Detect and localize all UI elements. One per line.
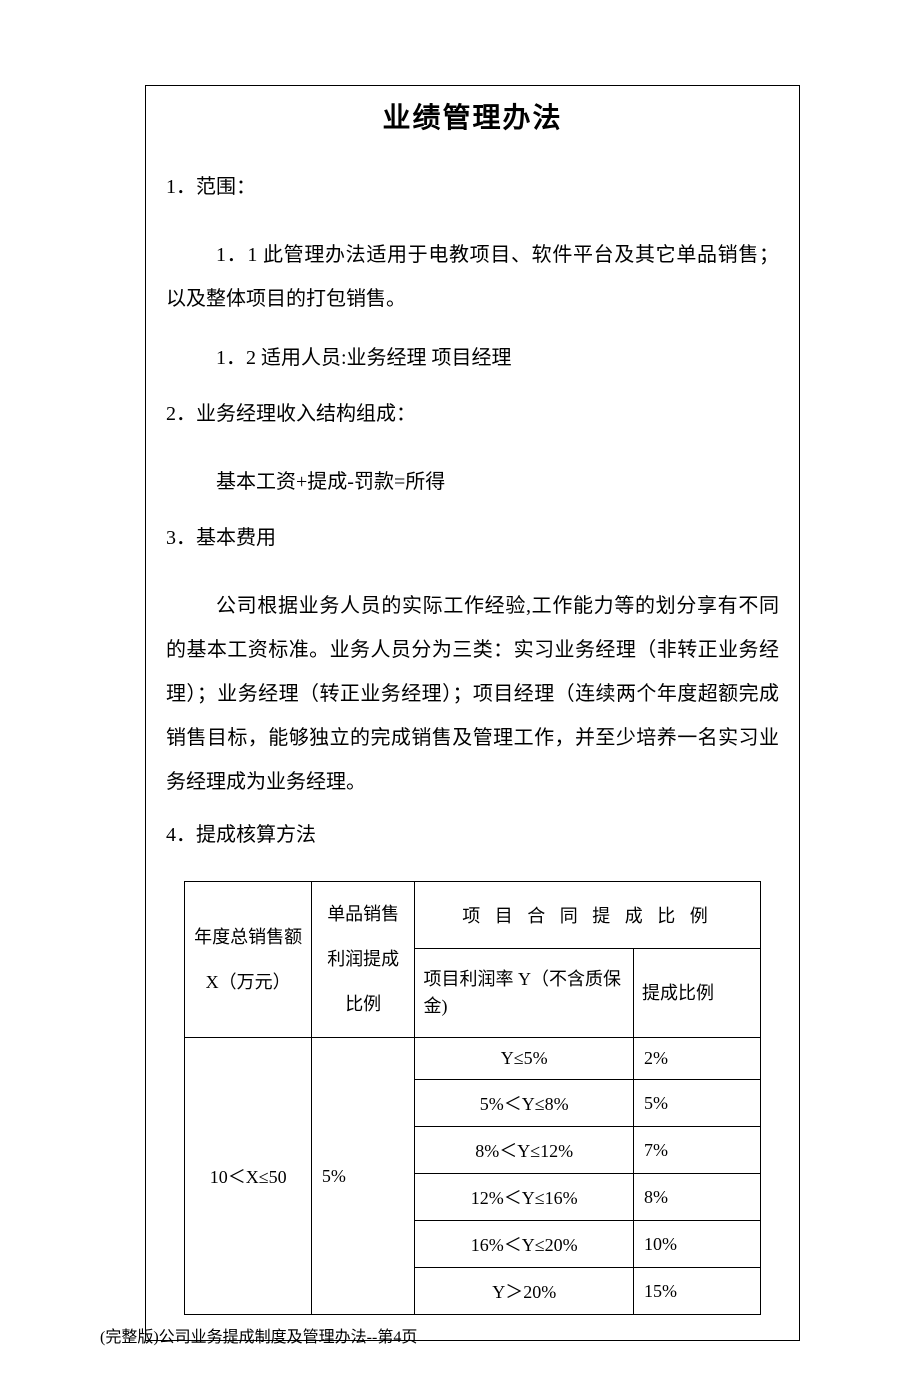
cell-y-range: 5%＜Y≤8%	[415, 1080, 634, 1127]
cell-rate: 2%	[634, 1038, 761, 1080]
section-1-item-2: 1．2 适用人员:业务经理 项目经理	[166, 336, 779, 380]
cell-rate: 7%	[634, 1127, 761, 1174]
table-row: 10＜X≤50 5% Y≤5% 2%	[185, 1038, 760, 1080]
cell-y-range: Y≤5%	[415, 1038, 634, 1080]
section-3-heading: 3．基本费用	[166, 522, 779, 554]
header-rate: 提成比例	[634, 949, 761, 1038]
cell-y-range: 16%＜Y≤20%	[415, 1221, 634, 1268]
cell-rate: 10%	[634, 1221, 761, 1268]
section-2-heading: 2．业务经理收入结构组成：	[166, 398, 779, 430]
header-profit-rate: 项目利润率 Y（不含质保金)	[415, 949, 634, 1038]
header-single-rate: 单品销售利润提成比例	[311, 882, 415, 1038]
cell-single-rate: 5%	[311, 1038, 415, 1315]
section-3-body: 公司根据业务人员的实际工作经验,工作能力等的划分享有不同的基本工资标准。业务人员…	[166, 584, 779, 804]
header-sales-total: 年度总销售额 X（万元）	[185, 882, 312, 1038]
section-1-item-1: 1．1 此管理办法适用于电教项目、软件平台及其它单品销售；以及整体项目的打包销售…	[166, 233, 779, 321]
cell-y-range: Y＞20%	[415, 1268, 634, 1315]
table-header-row-1: 年度总销售额 X（万元） 单品销售利润提成比例 项 目 合 同 提 成 比 例	[185, 882, 760, 949]
cell-rate: 15%	[634, 1268, 761, 1315]
cell-rate: 8%	[634, 1174, 761, 1221]
cell-y-range: 8%＜Y≤12%	[415, 1127, 634, 1174]
document-content-box: 业绩管理办法 1．范围： 1．1 此管理办法适用于电教项目、软件平台及其它单品销…	[145, 85, 800, 1341]
page-footer: (完整版)公司业务提成制度及管理办法--第4页	[100, 1323, 417, 1347]
header-project-rate: 项 目 合 同 提 成 比 例	[415, 882, 760, 949]
cell-x-range: 10＜X≤50	[185, 1038, 312, 1315]
section-1-heading: 1．范围：	[166, 171, 779, 203]
cell-rate: 5%	[634, 1080, 761, 1127]
document-title: 业绩管理办法	[166, 96, 779, 136]
cell-y-range: 12%＜Y≤16%	[415, 1174, 634, 1221]
commission-table: 年度总销售额 X（万元） 单品销售利润提成比例 项 目 合 同 提 成 比 例 …	[184, 881, 760, 1315]
section-4-heading: 4．提成核算方法	[166, 819, 779, 851]
section-2-formula: 基本工资+提成-罚款=所得	[166, 460, 779, 504]
